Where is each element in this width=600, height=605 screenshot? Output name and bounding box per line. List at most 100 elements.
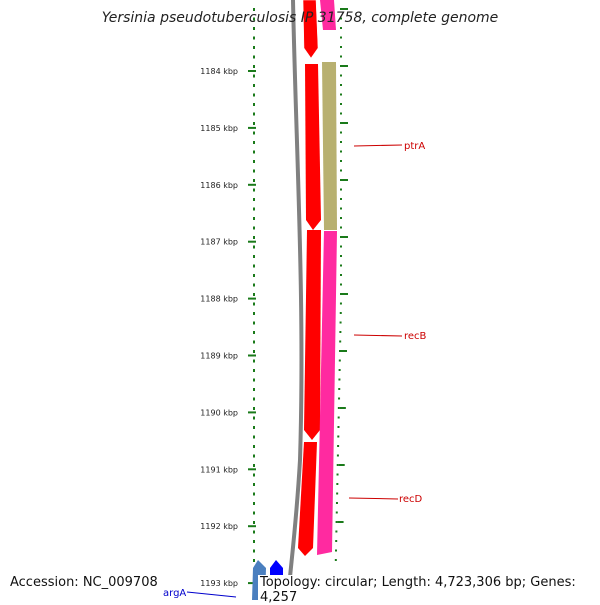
ruler-minor-tick: [253, 445, 255, 448]
ruler-major-tick: [248, 183, 256, 186]
ruler-minor-tick-right: [340, 207, 342, 210]
topology-text: Topology: circular; Length: 4,723,306 bp…: [258, 575, 600, 605]
ruler-major-tick: [248, 582, 256, 585]
ruler-minor-tick: [253, 84, 255, 87]
ruler-major-tick-right: [337, 521, 344, 523]
ruler-minor-tick-right: [338, 359, 341, 362]
ruler-major-tick-right: [338, 464, 345, 466]
ruler-minor-tick: [253, 8, 255, 11]
ruler-minor-tick-right: [340, 236, 342, 238]
ruler-minor-tick: [253, 207, 255, 211]
ruler-major-tick: [248, 297, 256, 300]
ruler-major-tick-right: [342, 236, 348, 238]
gene-feature-recB[interactable]: [304, 230, 321, 440]
ruler-minor-tick-right: [335, 511, 338, 514]
ruler-minor-tick: [253, 492, 255, 496]
gene-feature[interactable]: [322, 62, 337, 230]
ruler-minor-tick: [253, 302, 255, 306]
gene-label-leaders: [186, 144, 403, 598]
genome-backbone: [286, 0, 304, 601]
ruler-major-tick: [248, 411, 256, 414]
ruler-label: 1187 kbp: [200, 238, 238, 247]
ruler-minor-tick: [253, 198, 255, 201]
ruler-minor-tick: [253, 350, 255, 353]
ruler-minor-tick: [253, 340, 255, 344]
ruler-minor-tick: [253, 103, 255, 106]
gene-label-recD[interactable]: recD: [399, 494, 423, 505]
ruler-minor-tick: [253, 93, 255, 97]
gene-label-recB[interactable]: recB: [404, 331, 427, 342]
ruler-minor-tick-right: [337, 445, 340, 447]
ruler-minor-tick: [253, 502, 255, 505]
ruler-minor-tick: [253, 435, 255, 439]
ruler-minor-tick-right: [340, 65, 342, 67]
ruler-minor-tick: [253, 65, 255, 68]
ruler-minor-tick-right: [340, 74, 342, 77]
ruler-minor-tick: [253, 141, 255, 144]
ruler-minor-tick: [253, 454, 255, 458]
ruler-minor-tick-right: [335, 502, 338, 504]
ruler-minor-tick: [253, 274, 255, 277]
ruler-minor-tick-right: [340, 169, 342, 172]
gene-feature[interactable]: [302, 0, 319, 59]
ruler-major-tick: [248, 468, 256, 471]
gene-feature[interactable]: [320, 0, 336, 30]
gene-feature-ptrA[interactable]: [305, 64, 321, 230]
genome-title: Yersinia pseudotuberculosis IP 31758, co…: [101, 10, 499, 26]
ruler-minor-tick-right: [340, 141, 342, 143]
ruler-major-tick-right: [341, 350, 347, 352]
ruler-minor-tick-right: [339, 331, 342, 333]
ruler-minor-tick-right: [340, 217, 342, 219]
ruler-minor-tick-right: [338, 388, 341, 390]
ruler-minor-tick-right: [336, 483, 339, 485]
ruler-minor-tick: [253, 46, 255, 49]
accession-text: Accession: NC_009708: [8, 575, 160, 590]
ruler-minor-tick: [253, 27, 255, 30]
ruler-minor-tick-right: [340, 55, 342, 58]
ruler-minor-tick-right: [338, 397, 341, 400]
ruler-minor-tick: [253, 150, 255, 154]
ruler-major-tick-right: [339, 407, 346, 409]
ruler-minor-tick: [253, 369, 255, 372]
gene-label-ptrA[interactable]: ptrA: [404, 141, 425, 152]
ruler-major-tick-right: [342, 65, 348, 67]
ruler-minor-tick-right: [340, 84, 342, 86]
ruler-minor-tick: [253, 255, 255, 258]
ruler-major-tick: [248, 126, 256, 129]
ruler-minor-tick-right: [340, 160, 342, 162]
ruler-minor-tick-right: [335, 540, 338, 542]
ruler-label: 1186 kbp: [200, 181, 238, 190]
ruler-minor-tick-right: [336, 492, 339, 495]
ruler-major-tick-right: [342, 293, 348, 295]
ruler-label: 1188 kbp: [200, 295, 238, 304]
ruler-minor-tick-right: [340, 226, 342, 229]
ruler: 1184 kbp 1185 kbp 1186 kbp 1187 kbp 1188 kbp…: [200, 8, 256, 600]
ruler-minor-tick: [253, 397, 255, 401]
gene-feature[interactable]: [317, 231, 337, 555]
ruler-label: 1192 kbp: [200, 522, 238, 531]
ruler-minor-tick-right: [340, 103, 342, 105]
gene-feature-recD[interactable]: [298, 442, 317, 556]
ruler-minor-tick-right: [340, 179, 342, 181]
ruler-minor-tick: [253, 312, 255, 315]
ruler-minor-tick-right: [340, 131, 342, 134]
ruler-minor-tick: [253, 359, 255, 363]
ruler-minor-tick-right: [340, 293, 342, 295]
gene-label-argA[interactable]: argA: [163, 588, 186, 599]
ruler-minor-tick-right: [340, 188, 342, 191]
ruler-minor-tick: [253, 169, 255, 173]
ruler-minor-tick: [253, 331, 255, 334]
ruler-minor-ticks-right: [334, 8, 348, 561]
ruler-minor-tick: [253, 407, 255, 410]
ruler-minor-tick-right: [340, 245, 342, 248]
ruler-minor-tick: [253, 388, 255, 391]
ruler-major-tick-right: [342, 122, 348, 124]
ruler-minor-tick: [253, 236, 255, 239]
ruler-minor-tick: [253, 559, 255, 562]
ruler-minor-tick-right: [339, 302, 342, 305]
ruler-minor-tick: [253, 521, 255, 524]
ruler-minor-tick-right: [340, 46, 342, 48]
ruler-minor-tick-right: [340, 255, 342, 257]
ruler-minor-tick: [253, 416, 255, 420]
ruler-minor-tick-right: [340, 283, 342, 286]
